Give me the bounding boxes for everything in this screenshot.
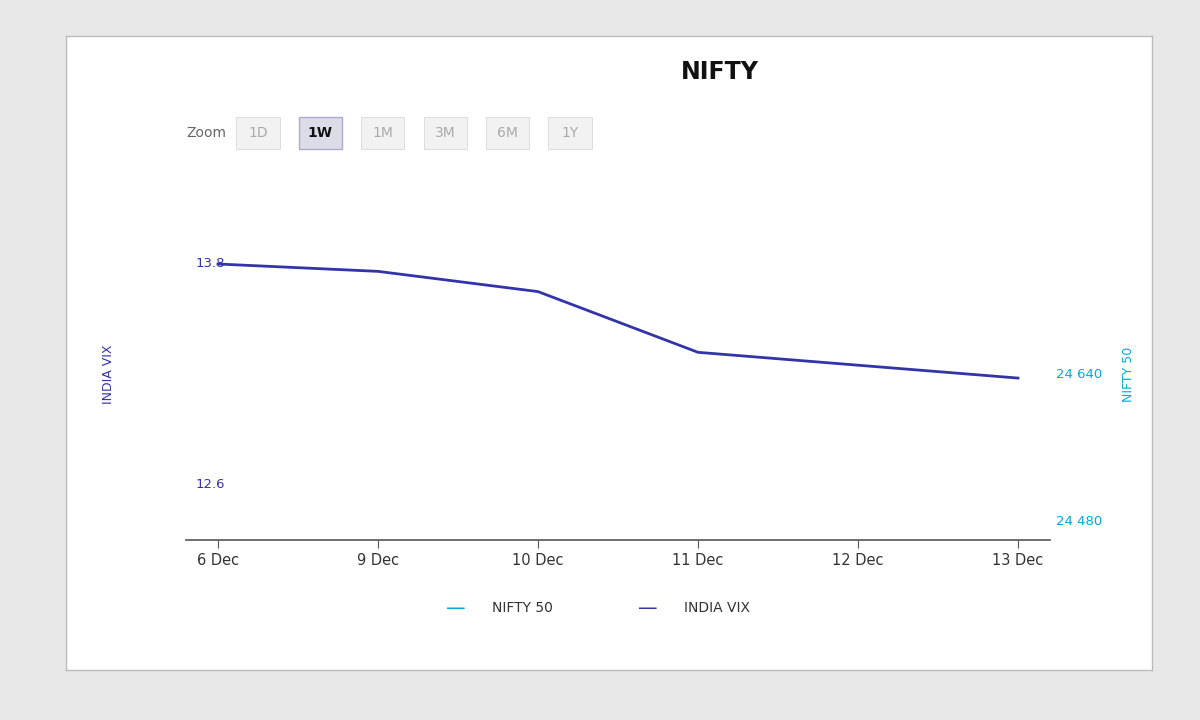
Text: Zoom: Zoom — [186, 126, 226, 140]
Text: 1Y: 1Y — [562, 126, 578, 140]
Text: 3M: 3M — [434, 126, 456, 140]
Text: NIFTY 50: NIFTY 50 — [492, 601, 553, 616]
Text: 24 480: 24 480 — [1056, 515, 1103, 528]
Text: 1M: 1M — [372, 126, 394, 140]
Text: INDIA VIX: INDIA VIX — [102, 345, 114, 404]
Text: 13.8: 13.8 — [196, 258, 226, 271]
Text: INDIA VIX: INDIA VIX — [684, 601, 750, 616]
Text: 12.6: 12.6 — [196, 478, 226, 491]
Text: NIFTY 50: NIFTY 50 — [1122, 347, 1134, 402]
Text: 24 640: 24 640 — [1056, 368, 1103, 381]
Text: —: — — [638, 599, 658, 618]
Text: 1W: 1W — [308, 126, 332, 140]
Text: —: — — [446, 599, 466, 618]
Text: 1D: 1D — [248, 126, 268, 140]
Text: NIFTY: NIFTY — [682, 60, 760, 84]
Text: 6M: 6M — [497, 126, 518, 140]
